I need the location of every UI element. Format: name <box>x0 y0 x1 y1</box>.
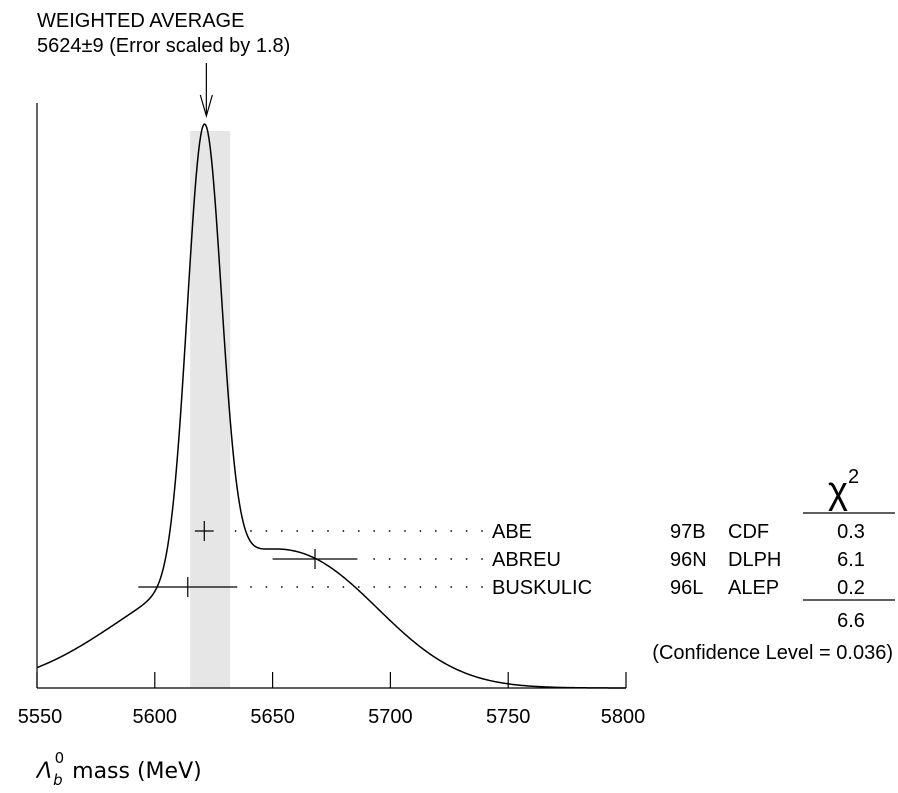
leader-dot <box>404 586 406 588</box>
leader-dot <box>296 586 299 588</box>
leader-dot <box>434 586 437 588</box>
leader-dot <box>465 558 468 560</box>
leader-dot <box>481 586 483 588</box>
leader-dot <box>450 558 453 560</box>
measurement-author: ABREU <box>492 549 561 571</box>
leader-dot <box>419 558 422 560</box>
leader-dot <box>419 586 422 588</box>
measurement-row: ABREU 96N DLPH 6.1 <box>272 549 865 571</box>
leader-dot <box>311 530 314 532</box>
leader-dot <box>450 530 453 532</box>
leader-dot <box>250 530 252 532</box>
leader-dot <box>465 530 468 532</box>
chi2-header: χ2 <box>828 466 859 512</box>
chi2-total: 6.6 <box>837 610 865 632</box>
leader-dot <box>265 530 268 532</box>
average-band <box>190 131 231 688</box>
x-tick-label: 5600 <box>133 706 178 728</box>
chart-title: WEIGHTED AVERAGE <box>37 10 244 32</box>
x-tick-label: 5800 <box>601 706 646 728</box>
leader-dot <box>373 558 376 560</box>
leader-dot <box>481 558 483 560</box>
x-tick-label: 5650 <box>250 706 295 728</box>
measurement-ref: 96L <box>670 577 703 599</box>
leader-dot <box>250 586 252 588</box>
measurement-ref: 97B <box>670 521 706 543</box>
leader-dot <box>357 586 360 588</box>
x-tick-label: 5550 <box>18 706 63 728</box>
leader-dot <box>327 586 329 588</box>
measurement-experiment: CDF <box>728 521 769 543</box>
x-tick-label: 5700 <box>368 706 413 728</box>
measurement-author: BUSKULIC <box>492 577 592 599</box>
leader-dot <box>280 586 283 588</box>
measurement-chi2: 0.2 <box>837 577 865 599</box>
arrow-head <box>199 94 213 119</box>
measurement-ref: 96N <box>670 549 707 571</box>
confidence-level: (Confidence Level = 0.036) <box>652 642 893 664</box>
leader-dot <box>404 558 406 560</box>
leader-dot <box>342 586 345 588</box>
leader-dot <box>280 530 283 532</box>
leader-dot <box>296 530 299 532</box>
measurements: ABE 97B CDF 0.3 ABREU 96N DLPH 6.1 BUSKULIC 96L AL… <box>138 521 865 599</box>
measurement-experiment: ALEP <box>728 577 779 599</box>
measurement-author: ABE <box>492 521 532 543</box>
leader-dot <box>327 530 329 532</box>
leader-dot <box>434 558 437 560</box>
measurement-chi2: 6.1 <box>837 549 865 571</box>
leader-dot <box>465 586 468 588</box>
leader-dot <box>481 530 483 532</box>
leader-dot <box>388 558 391 560</box>
x-tick-label: 5750 <box>486 706 531 728</box>
ideogram-curve <box>36 123 626 689</box>
leader-dot <box>419 530 422 532</box>
average-arrow <box>199 63 213 119</box>
leader-dot <box>234 530 237 532</box>
x-axis-title: Λb0mass (MeV) <box>35 749 202 789</box>
leader-dot <box>404 530 406 532</box>
x-axis-ticks: 5550 5600 5650 5700 5750 5800 <box>18 672 646 728</box>
measurement-row: ABE 97B CDF 0.3 <box>194 521 865 543</box>
leader-dot <box>342 530 345 532</box>
leader-dot <box>265 586 268 588</box>
measurement-row: BUSKULIC 96L ALEP 0.2 <box>138 577 865 599</box>
leader-dot <box>388 530 391 532</box>
measurement-chi2: 0.3 <box>837 521 865 543</box>
leader-dot <box>357 530 360 532</box>
chart-subtitle: 5624±9 (Error scaled by 1.8) <box>37 35 290 57</box>
measurement-experiment: DLPH <box>728 549 781 571</box>
leader-dot <box>373 530 376 532</box>
leader-dot <box>311 586 314 588</box>
leader-dot <box>450 586 453 588</box>
leader-dot <box>434 530 437 532</box>
leader-dot <box>388 586 391 588</box>
leader-dot <box>373 586 376 588</box>
